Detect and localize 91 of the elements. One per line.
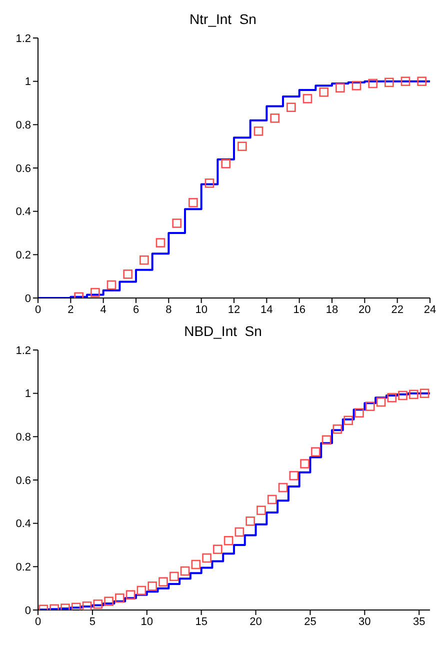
y-tick-label: 0.4 xyxy=(16,518,31,530)
point xyxy=(387,393,397,402)
y-tick-label: 0.8 xyxy=(16,432,31,444)
y-tick-label: 0.6 xyxy=(16,162,31,175)
point xyxy=(115,593,124,603)
point xyxy=(322,435,332,445)
point xyxy=(169,572,179,582)
point xyxy=(365,402,375,411)
point xyxy=(140,255,149,265)
x-tick-label: 6 xyxy=(132,304,140,316)
point xyxy=(93,600,103,609)
point xyxy=(238,142,247,151)
x-tick-label: 22 xyxy=(391,304,404,316)
point xyxy=(400,76,410,86)
point xyxy=(202,553,212,563)
x-tick-label: 15 xyxy=(195,616,208,628)
y-tick-label: 0.2 xyxy=(16,562,31,574)
y-tick-label: 1 xyxy=(24,76,31,88)
point xyxy=(158,577,168,586)
x-tick-label: 35 xyxy=(412,616,426,628)
point xyxy=(148,582,157,591)
point xyxy=(270,114,280,123)
point xyxy=(302,94,312,104)
x-tick-label: 30 xyxy=(358,616,371,628)
point xyxy=(172,218,182,228)
x-tick-label: 20 xyxy=(250,616,262,628)
x-tick-label: 14 xyxy=(260,304,273,316)
point xyxy=(156,238,166,248)
chart-title: NBD_Int Sn xyxy=(183,322,263,341)
x-tick-label: 4 xyxy=(100,304,106,316)
y-tick-label: 0.4 xyxy=(16,206,31,218)
point xyxy=(352,81,362,90)
point xyxy=(90,288,100,298)
point xyxy=(221,159,230,168)
point xyxy=(376,397,386,407)
point xyxy=(336,83,345,92)
point xyxy=(398,390,408,400)
point xyxy=(409,390,418,400)
point xyxy=(344,416,353,426)
point xyxy=(234,527,244,537)
point xyxy=(224,536,234,546)
point xyxy=(213,544,222,554)
point xyxy=(267,494,277,504)
point xyxy=(332,424,342,434)
x-tick-label: 18 xyxy=(326,304,338,316)
x-tick-label: 10 xyxy=(195,304,208,316)
point xyxy=(417,76,426,86)
x-tick-label: 0 xyxy=(34,616,42,628)
y-tick-label: 1 xyxy=(24,388,31,400)
x-tick-label: 10 xyxy=(140,616,154,628)
point xyxy=(82,601,92,610)
y-tick-label: 0 xyxy=(24,604,31,617)
x-tick-label: 16 xyxy=(293,304,306,316)
point xyxy=(104,596,114,606)
point xyxy=(254,126,264,136)
x-tick-label: 20 xyxy=(358,304,371,316)
point xyxy=(300,459,310,468)
y-tick-label: 0.6 xyxy=(16,474,31,487)
y-tick-label: 0.8 xyxy=(16,120,31,132)
point xyxy=(354,408,364,418)
point xyxy=(311,447,320,456)
point xyxy=(278,482,288,492)
y-tick-label: 0.2 xyxy=(16,250,31,262)
x-tick-label: 12 xyxy=(228,304,240,316)
x-tick-label: 5 xyxy=(89,616,96,628)
x-tick-label: 8 xyxy=(166,304,172,316)
x-tick-label: 0 xyxy=(34,304,42,316)
point xyxy=(420,388,430,398)
y-tick-label: 1.2 xyxy=(16,344,31,357)
x-tick-label: 24 xyxy=(424,304,436,316)
point xyxy=(123,270,132,279)
point xyxy=(256,506,266,515)
x-tick-label: 25 xyxy=(304,616,316,628)
point xyxy=(136,586,146,596)
point xyxy=(191,560,201,570)
point xyxy=(319,88,328,97)
y-tick-label: 0 xyxy=(24,292,31,305)
point xyxy=(368,78,378,88)
point xyxy=(384,78,394,88)
point xyxy=(126,590,136,600)
point xyxy=(188,198,198,208)
point xyxy=(246,516,255,526)
chart-title: Ntr_Int Sn xyxy=(188,10,258,29)
point xyxy=(180,566,190,576)
y-tick-label: 1.2 xyxy=(16,32,31,45)
point xyxy=(106,280,116,290)
x-tick-label: 2 xyxy=(68,304,74,316)
point xyxy=(71,602,81,610)
point xyxy=(289,471,299,480)
point xyxy=(204,178,214,188)
point xyxy=(286,102,296,112)
